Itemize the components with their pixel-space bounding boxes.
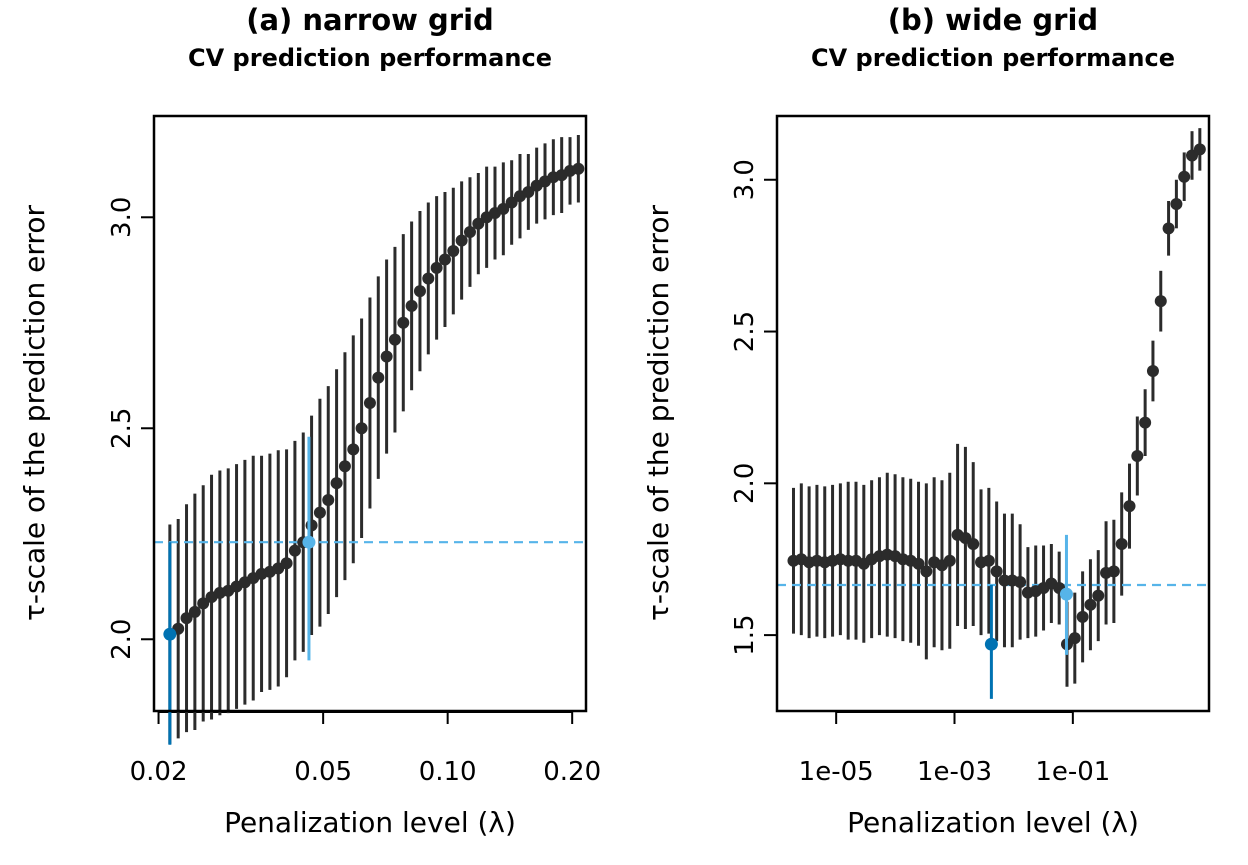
panel-b-data-point — [1123, 500, 1136, 513]
panel-a-data-point — [305, 519, 318, 532]
panel-a-data-point — [322, 494, 335, 507]
panel-b-data-point — [1170, 198, 1183, 211]
panel-b-data-point — [1092, 589, 1105, 602]
panel-b-y-tick-label: 2.0 — [730, 463, 760, 504]
panel-b-data-point — [1107, 565, 1120, 578]
panel-a-data-point — [522, 185, 535, 198]
panel-a-x-tick-label: 0.02 — [130, 757, 188, 787]
panel-a-data-point — [347, 443, 360, 456]
panel-a-data-point — [338, 460, 351, 473]
panel-a-selected-min-point — [163, 627, 177, 641]
panel-b-data-point — [1178, 170, 1191, 183]
panel-a-y-tick-label: 2.0 — [107, 619, 137, 660]
panel-b-y-tick-label: 2.5 — [730, 311, 760, 352]
panel-b-data-point — [1014, 575, 1027, 588]
panel-a-data-point — [388, 333, 401, 346]
panel-a-data-point — [447, 245, 460, 258]
panel-a-data-point — [280, 557, 293, 570]
panel-a-data-point — [288, 544, 301, 557]
panel-b-data-point — [1115, 538, 1128, 551]
panel-a-plot-frame — [152, 114, 588, 713]
panel-b-data-point — [982, 554, 995, 567]
panel-b-plot-frame — [775, 114, 1211, 713]
panel-a-marks: 0.02 0.05 0.10 0.20 2.0 2.5 3.0 — [107, 134, 601, 787]
panel-b-x-tick-label: 1e-05 — [799, 757, 874, 787]
panel-b-subtitle: CV prediction performance — [811, 44, 1175, 72]
panel-b: (b) wide grid CV prediction performance … — [642, 3, 1211, 839]
panel-b-data-point — [967, 538, 980, 551]
panel-a-data-point — [505, 196, 518, 209]
panel-a-data-point — [355, 422, 368, 435]
panel-a-y-tick-label: 3.0 — [107, 197, 137, 238]
panel-b-data-point — [1084, 598, 1097, 611]
panel-a-data-point — [413, 285, 426, 298]
panel-a-data-point — [188, 605, 201, 618]
panel-a-data-point — [380, 350, 393, 363]
panel-b-data-point — [943, 554, 956, 567]
panel-a-data-point — [422, 272, 435, 285]
panel-b-title: (b) wide grid — [888, 3, 1098, 37]
panel-a-x-tick-label: 0.20 — [543, 757, 601, 787]
panel-a-title: (a) narrow grid — [246, 3, 494, 37]
panel-b-data-point — [1146, 365, 1159, 377]
panel-b-marks: 1e-05 1e-03 1e-01 1.5 2.0 2.5 3.0 — [730, 128, 1209, 787]
panel-a-data-point — [372, 371, 385, 384]
panel-b-data-point — [1139, 416, 1152, 429]
panel-a-data-point — [463, 226, 476, 239]
panel-a-subtitle: CV prediction performance — [188, 44, 552, 72]
panel-a-y-axis-label: τ-scale of the prediction error — [18, 205, 51, 621]
panel-b-data-point — [1162, 222, 1175, 235]
panel-b-y-axis-label: τ-scale of the prediction error — [642, 205, 675, 621]
panel-b-data-point — [920, 565, 933, 578]
panel-a-data-point — [405, 299, 418, 312]
panel-a-data-point — [313, 506, 326, 519]
panel-a-data-point — [430, 261, 443, 274]
panel-b-selected-1se-point — [1059, 587, 1073, 601]
panel-a-data-point — [330, 477, 343, 490]
panel-b-y-tick-label: 1.5 — [730, 614, 760, 655]
panel-a-data-point — [472, 217, 485, 230]
panel-b-data-point — [1068, 632, 1081, 645]
panel-a-data-point — [455, 234, 468, 247]
panel-a-data-point — [363, 396, 376, 409]
panel-b-selected-min-point — [984, 637, 998, 651]
panel-a-data-point — [180, 612, 193, 625]
panel-a-x-tick-label: 0.05 — [294, 757, 352, 787]
panel-a: (a) narrow grid CV prediction performanc… — [18, 3, 601, 839]
panel-b-x-tick-label: 1e-01 — [1035, 757, 1110, 787]
panel-a-data-point — [497, 202, 510, 215]
panel-a-y-tick-label: 2.5 — [107, 408, 137, 449]
panel-b-x-axis-label: Penalization level (λ) — [847, 806, 1139, 839]
panel-b-data-point — [912, 557, 925, 570]
panel-a-data-point — [197, 597, 210, 610]
panel-b-data-point — [1193, 143, 1206, 156]
panel-b-data-point — [1076, 610, 1089, 623]
panel-b-x-tick-label: 1e-03 — [917, 757, 992, 787]
panel-a-x-tick-label: 0.10 — [419, 757, 477, 787]
panel-a-selected-1se-point — [302, 535, 316, 549]
panel-a-data-point — [572, 162, 585, 175]
panel-a-data-point — [438, 253, 451, 266]
panel-b-data-point — [990, 565, 1003, 578]
panel-a-x-axis-label: Penalization level (λ) — [224, 806, 516, 839]
panel-b-y-tick-label: 3.0 — [730, 159, 760, 200]
panel-a-data-point — [397, 316, 410, 329]
panel-b-data-point — [1131, 450, 1144, 462]
panel-b-data-point — [1154, 295, 1167, 308]
